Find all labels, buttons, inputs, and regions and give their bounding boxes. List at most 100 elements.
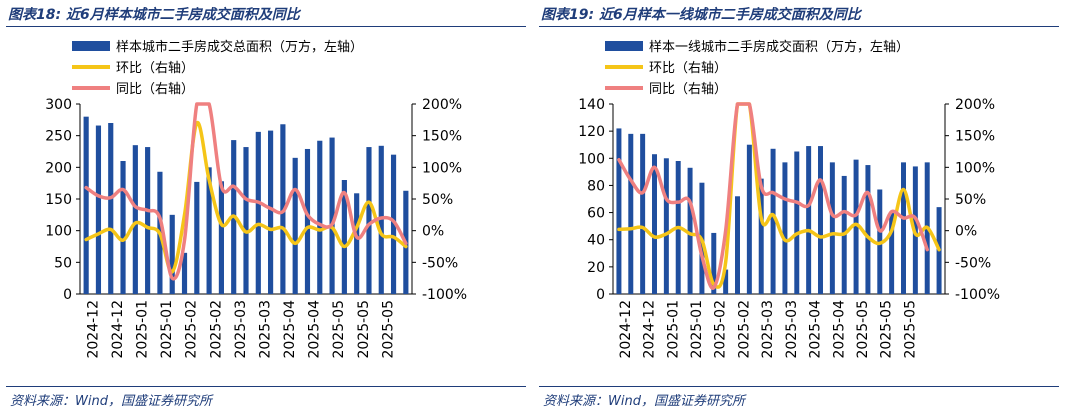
x-tick-label: 2024-12	[642, 300, 658, 359]
bar	[169, 214, 175, 294]
bar	[329, 137, 335, 294]
bar	[794, 151, 800, 294]
bar	[268, 130, 274, 294]
x-tick-label: 2025-04	[808, 300, 824, 359]
x-tick-label: 2025-05	[356, 300, 372, 359]
x-tick-label: 2025-04	[831, 300, 847, 359]
legend-swatch	[72, 41, 110, 51]
y-right-tick-label: 100%	[955, 160, 995, 176]
series-line-mom	[617, 102, 941, 289]
x-tick-label: 2025-01	[134, 300, 150, 359]
bar	[723, 269, 729, 294]
y-right-tick-label: 50%	[422, 192, 453, 208]
y-right-tick-label: 200%	[955, 97, 995, 113]
legend-item: 环比（右轴）	[72, 61, 194, 76]
chart-left: 样本城市二手房成交总面积（万方，左轴） 环比（右轴） 同比（右轴） 0 50 100 150…	[45, 39, 467, 359]
legend-label: 同比（右轴）	[116, 82, 194, 97]
x-tick-label: 2025-05	[879, 300, 895, 359]
bar	[95, 125, 102, 295]
figure-title: 图表18: 近6月样本城市二手房成交面积及同比	[8, 7, 300, 23]
x-tick-label: 2025-01	[159, 300, 175, 359]
x-tick-label: 2025-05	[902, 300, 918, 359]
bar	[829, 162, 835, 294]
bar	[865, 165, 871, 294]
x-tick-label: 2025-02	[184, 300, 200, 359]
bar	[83, 116, 89, 295]
legend-label: 环比（右轴）	[116, 61, 194, 76]
bar	[194, 181, 200, 294]
bar	[255, 131, 261, 294]
bar	[818, 146, 823, 294]
legend-label: 样本一线城市二手房成交面积（万方，左轴）	[649, 39, 909, 55]
bar	[304, 148, 311, 294]
bar	[218, 181, 224, 294]
y-right-tick-label: 50%	[955, 192, 986, 208]
bar	[366, 147, 372, 294]
x-tick-label: 2025-04	[282, 300, 298, 359]
bar	[853, 159, 859, 294]
y-left-tick-label: 100	[578, 151, 605, 167]
bar	[889, 212, 895, 294]
x-tick-label: 2025-01	[689, 300, 705, 359]
bar	[616, 128, 622, 294]
legend-item: 样本城市二手房成交总面积（万方，左轴）	[72, 39, 363, 55]
title-rule	[539, 26, 1059, 27]
bar	[687, 167, 693, 294]
y-left-tick-label: 100	[45, 224, 72, 240]
y-left-tick-label: 20	[587, 260, 605, 276]
y-right-tick-label: 150%	[422, 129, 462, 145]
y-left-tick-label: 250	[45, 129, 72, 145]
y-right-tick-label: -50%	[422, 255, 458, 271]
y-right-tick-label: -100%	[422, 287, 467, 303]
legend-item: 样本一线城市二手房成交面积（万方，左轴）	[605, 39, 909, 55]
y-left-tick-label: 150	[45, 192, 72, 208]
x-tick-label: 2025-05	[331, 300, 347, 359]
series-line-mom	[84, 121, 408, 274]
bar	[770, 148, 776, 294]
bar	[663, 158, 669, 294]
chart-panel-right: 图表19: 近6月样本一线城市二手房成交面积及同比 样本一线城市二手房成交面积（…	[533, 0, 1065, 414]
y-right-tick-label: -100%	[955, 287, 1000, 303]
y-left-tick-label: 60	[587, 206, 605, 222]
legend-label: 环比（右轴）	[649, 61, 727, 76]
bar	[206, 167, 212, 294]
y-left-tick-label: 200	[45, 160, 72, 176]
y-right-tick-label: 100%	[422, 160, 462, 176]
legend-item: 环比（右轴）	[605, 61, 727, 76]
bar	[901, 162, 906, 294]
x-tick-label: 2025-05	[380, 300, 396, 359]
bar	[390, 154, 397, 294]
figure-title: 图表19: 近6月样本一线城市二手房成交面积及同比	[541, 7, 861, 23]
bar	[108, 123, 114, 294]
y-right-tick-label: -50%	[955, 255, 991, 271]
y-right-tick-label: 0%	[422, 224, 444, 240]
x-tick-label: 2025-05	[855, 300, 871, 359]
x-tick-label: 2025-02	[736, 300, 752, 359]
legend-label: 同比（右轴）	[649, 82, 727, 97]
bar	[292, 157, 298, 294]
title-rule	[6, 26, 526, 27]
bar	[132, 145, 138, 294]
bar	[243, 147, 249, 294]
y-left-tick-label: 80	[587, 178, 605, 194]
y-right-tick-label: 200%	[422, 97, 462, 113]
bar	[341, 180, 347, 294]
bar	[181, 252, 188, 294]
bar	[782, 162, 788, 294]
y-right-tick-label: 150%	[955, 129, 995, 145]
bar	[640, 133, 646, 294]
bar	[806, 146, 812, 294]
chart-panel-left: 图表18: 近6月样本城市二手房成交面积及同比 样本城市二手房成交总面积（万方，…	[0, 0, 532, 414]
series-line-yoy	[617, 102, 929, 290]
y-left-tick-label: 0	[63, 287, 72, 303]
x-tick-label: 2025-01	[665, 300, 681, 359]
legend-item: 同比（右轴）	[605, 82, 727, 97]
x-tick-label: 2025-02	[208, 300, 224, 359]
series-line-yoy	[84, 102, 408, 281]
y-left-tick-label: 300	[45, 97, 72, 113]
bar	[735, 196, 740, 294]
y-left-tick-label: 40	[587, 233, 605, 249]
y-left-tick-label: 120	[578, 124, 605, 140]
x-tick-label: 2025-03	[760, 300, 776, 359]
x-tick-label: 2024-12	[85, 300, 101, 359]
